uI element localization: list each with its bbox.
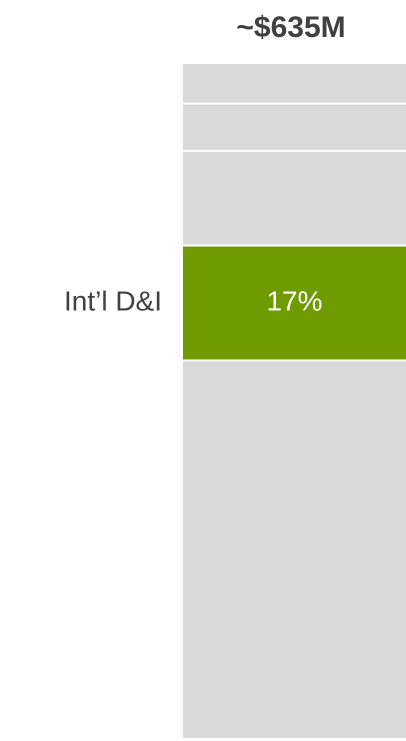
bar-segment <box>183 246 406 360</box>
segment-label: Int’l D&I <box>64 285 162 316</box>
chart-title: ~$635M <box>236 11 345 44</box>
bar-segment <box>183 104 406 150</box>
bar-segment <box>183 64 406 103</box>
data-label: 17% <box>266 285 322 316</box>
bar-segment <box>183 361 406 738</box>
bar-segment <box>183 151 406 245</box>
